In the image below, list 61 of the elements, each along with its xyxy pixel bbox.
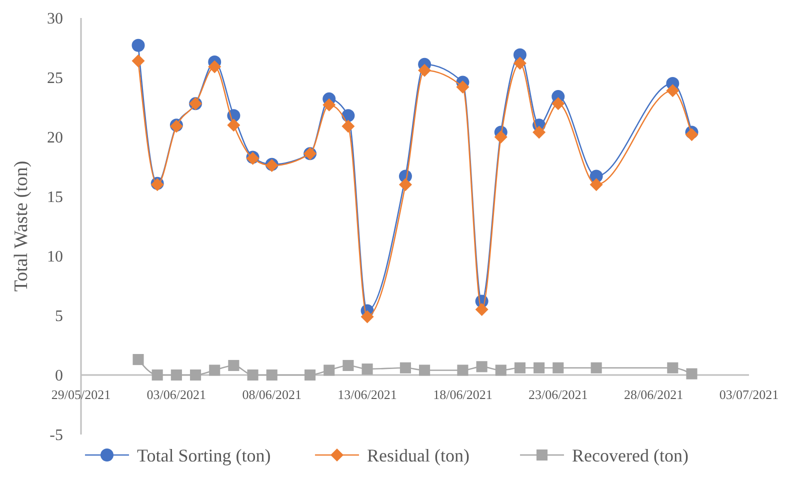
point [552, 97, 565, 110]
x-tick-label: 03/07/2021 [719, 387, 779, 402]
point [360, 310, 374, 324]
point [514, 362, 526, 374]
point [590, 362, 602, 374]
point [534, 362, 545, 374]
point [400, 362, 411, 374]
y-tick-label: 5 [55, 308, 63, 326]
point [495, 364, 506, 376]
point [132, 354, 144, 366]
point [419, 364, 430, 376]
point [227, 118, 240, 132]
point [132, 38, 145, 52]
y-tick-label: -5 [50, 427, 63, 444]
point [513, 56, 526, 70]
point [266, 369, 278, 381]
point [209, 364, 220, 376]
point [132, 54, 145, 68]
y-tick-label: 0 [55, 368, 63, 385]
point [247, 369, 258, 381]
point [208, 60, 222, 74]
point [590, 178, 603, 192]
point [667, 362, 678, 374]
point [152, 369, 163, 381]
point [398, 178, 412, 192]
point [456, 80, 470, 94]
point [666, 84, 680, 98]
y-tick-label: 25 [47, 70, 63, 88]
x-tick-label: 18/06/2021 [433, 387, 492, 402]
y-axis-title: Total Waste (ton) [11, 160, 32, 292]
point [552, 362, 564, 374]
point [362, 364, 373, 375]
point [304, 369, 316, 381]
point [686, 368, 698, 380]
point [457, 364, 468, 376]
point [476, 361, 488, 372]
x-tick-label: 29/05/2021 [51, 387, 111, 402]
x-tick-label: 08/06/2021 [242, 387, 302, 402]
y-tick-label: 15 [47, 189, 63, 206]
legend-label: Total Sorting (ton) [137, 445, 271, 466]
legend-label: Residual (ton) [367, 445, 470, 466]
legend-label: Recovered (ton) [572, 445, 688, 466]
y-tick-label: 10 [47, 248, 63, 266]
point [190, 369, 202, 381]
point [475, 303, 488, 316]
point [685, 128, 698, 142]
point [322, 98, 336, 112]
point [418, 64, 432, 77]
point [494, 130, 508, 144]
y-tick-label: 30 [47, 10, 63, 28]
point [324, 364, 335, 376]
point [170, 369, 182, 381]
x-tick-label: 28/06/2021 [624, 387, 684, 402]
point [532, 126, 546, 139]
point [342, 360, 354, 372]
x-tick-label: 03/06/2021 [146, 387, 206, 402]
point [228, 360, 240, 372]
x-tick-label: 23/06/2021 [528, 387, 588, 402]
y-tick-label: 20 [47, 130, 63, 147]
point [342, 120, 355, 133]
x-tick-label: 13/06/2021 [338, 387, 397, 402]
